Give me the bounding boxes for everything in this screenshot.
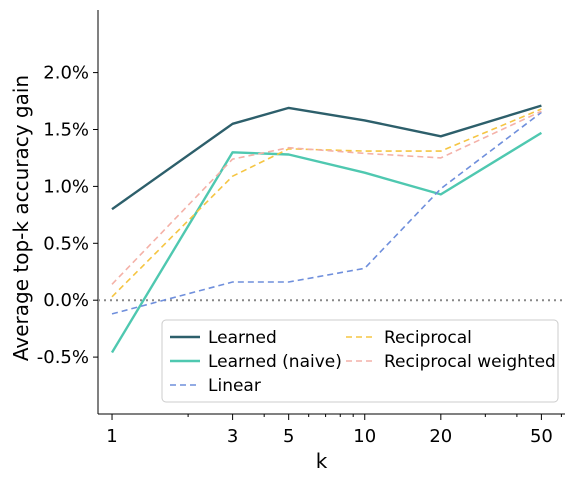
y-tick-label: 2.0% <box>43 63 89 84</box>
x-tick-label: 50 <box>530 426 553 447</box>
legend-label: Learned <box>208 328 277 348</box>
series-line-learned-naive <box>110 131 543 354</box>
x-tick-label: 3 <box>227 426 238 447</box>
y-tick-label: 0.0% <box>43 290 89 311</box>
y-tick-label: -0.5% <box>37 347 89 368</box>
y-tick-label: 1.0% <box>43 176 89 197</box>
legend-label: Linear <box>208 376 261 396</box>
x-tick-label: 20 <box>429 426 452 447</box>
y-axis-title: Average top-k accuracy gain <box>9 75 33 361</box>
x-tick-label: 5 <box>283 426 294 447</box>
x-tick-label: 1 <box>106 426 117 447</box>
y-tick-label: 1.5% <box>43 119 89 140</box>
series-line-reciprocal <box>111 108 542 298</box>
series-line-reciprocal-weighted <box>111 110 542 285</box>
y-tick-label: 0.5% <box>43 233 89 254</box>
legend-label: Reciprocal <box>384 328 472 348</box>
legend-label: Reciprocal weighted <box>384 352 556 372</box>
series-line-linear <box>111 111 542 315</box>
legend-label: Learned (naive) <box>208 352 342 372</box>
series-line-learned <box>111 104 542 211</box>
x-tick-label: 10 <box>353 426 376 447</box>
x-axis-title: k <box>316 449 328 473</box>
